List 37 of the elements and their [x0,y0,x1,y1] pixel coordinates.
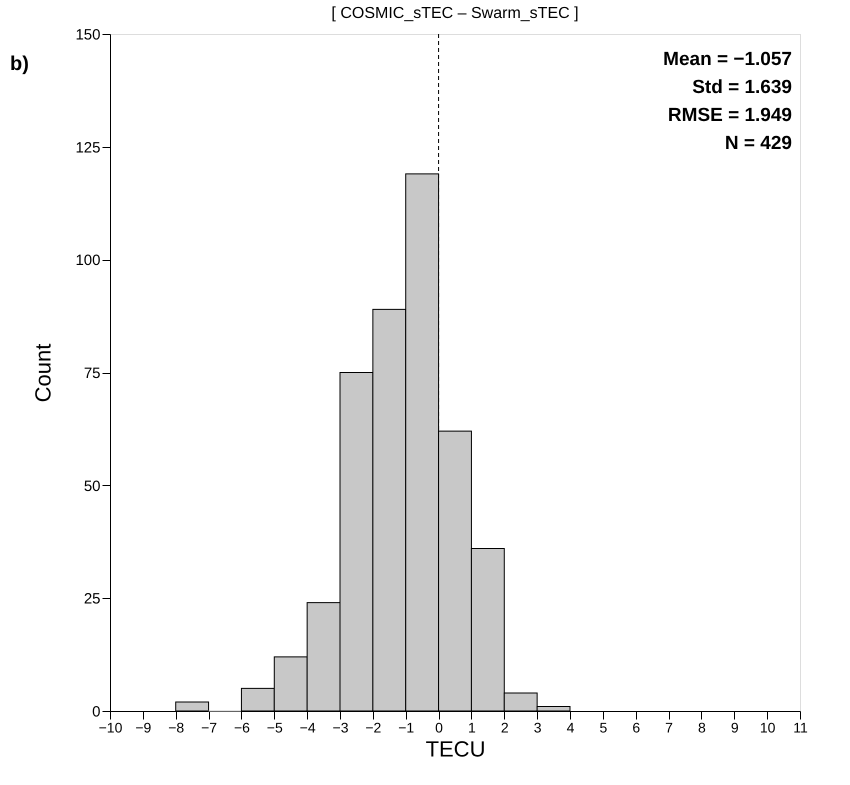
x-axis-title: TECU [426,736,486,762]
x-tick-label: −3 [332,720,349,736]
x-tick-label: −5 [266,720,283,736]
x-tick-label: 4 [566,720,575,736]
x-tick-label: 11 [793,720,808,736]
y-tick-label: 0 [92,704,100,720]
x-tick-label: 2 [500,720,509,736]
annotation: N = 429 [724,133,792,154]
text: b) [10,53,29,75]
y-axis-title: Count [30,344,56,402]
x-tick-label: −8 [168,720,184,736]
x-tick-label: −7 [201,720,218,736]
y-tick-label: 50 [84,478,100,495]
x-tick-label: 1 [468,720,476,736]
x-tick-label: −6 [234,720,250,736]
x-tick-label: 6 [632,720,640,736]
x-tick-label: −4 [300,720,316,736]
y-tick-label: 100 [75,252,100,270]
annotation: Std = 1.639 [692,77,792,98]
x-tick-label: −10 [98,720,123,736]
annotation: RMSE = 1.949 [668,105,792,126]
x-tick-label: −9 [135,720,152,736]
x-tick-label: 3 [534,720,542,736]
x-tick-label: 9 [730,720,739,736]
x-tick-label: 0 [435,720,444,736]
y-tick-label: 25 [84,590,100,608]
y-tick-label: 75 [84,365,100,382]
x-tick-label: −2 [365,720,382,736]
annotation: Mean = −1.057 [663,49,792,70]
x-tick-label: 8 [698,720,706,736]
y-tick-label: 150 [75,26,100,44]
x-tick-label: −1 [398,720,414,736]
x-tick-label: 5 [599,720,608,736]
chart-title: [ COSMIC_sTEC – Swarm_sTEC ] [331,5,579,22]
y-tick-label: 125 [75,139,100,156]
x-tick-label: 10 [760,720,776,736]
x-tick-label: 7 [665,720,674,736]
